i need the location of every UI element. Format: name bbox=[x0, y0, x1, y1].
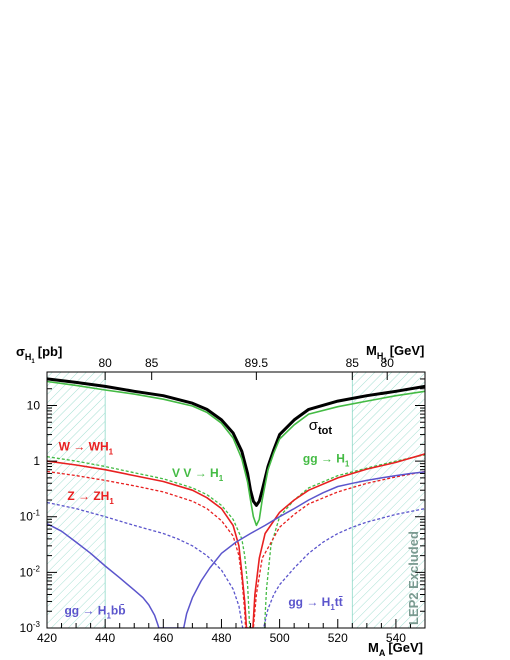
y-axis-title: σH1[pb] bbox=[16, 344, 62, 365]
excluded-region-1 bbox=[47, 372, 106, 628]
curve-label-tot: σtot bbox=[309, 417, 333, 437]
top-tick-label: 80 bbox=[381, 356, 395, 370]
curve-label-Z_ZH: Z → ZH1 bbox=[67, 489, 114, 506]
curve-VV_H bbox=[47, 454, 425, 628]
curve-labels: σtot gg → H1 V V → H1 W → WH1 Z → ZH1 gg → H1… bbox=[59, 417, 350, 620]
top-tick-label: 80 bbox=[98, 356, 112, 370]
x-tick-label: 460 bbox=[153, 631, 173, 645]
x-axis-ticks: 420 440 460 480 500 520 540 bbox=[37, 619, 426, 645]
top-axis-title: MH1[GeV] bbox=[366, 343, 424, 364]
curve-label-gg_Htt: gg → H1tt̄ bbox=[288, 595, 342, 612]
y-axis-ticks: 10 1 10-1 10-2 10-3 bbox=[20, 371, 425, 635]
curve-label-VV_H: V V → H1 bbox=[172, 466, 224, 483]
curve-Z_ZH bbox=[47, 470, 425, 628]
curve-label-gg_Hbb: gg → H1bb̄ bbox=[64, 603, 125, 620]
x-tick-label: 480 bbox=[211, 631, 231, 645]
top-tick-label: 85 bbox=[346, 356, 360, 370]
y-tick-label: 1 bbox=[33, 454, 40, 468]
x-tick-label: 420 bbox=[37, 631, 57, 645]
excluded-region-2 bbox=[351, 372, 425, 628]
top-tick-label: 89.5 bbox=[245, 356, 269, 370]
curve-label-W_WH: W → WH1 bbox=[59, 440, 114, 457]
curve-gg_Htt bbox=[47, 501, 425, 628]
y-tick-label: 10-2 bbox=[20, 564, 41, 579]
x-tick-label: 540 bbox=[386, 631, 406, 645]
curve-gg_Hbb bbox=[47, 471, 425, 628]
x-tick-label: 500 bbox=[270, 631, 290, 645]
y-tick-label: 10-3 bbox=[20, 620, 41, 635]
curve-label-gg_H: gg → H1 bbox=[303, 451, 350, 468]
x-tick-label: 520 bbox=[328, 631, 348, 645]
y-tick-label: 10 bbox=[27, 398, 41, 412]
curve-W_WH bbox=[47, 453, 425, 628]
x-axis-title: MA [GeV] bbox=[368, 640, 423, 658]
top-tick-label: 85 bbox=[145, 356, 159, 370]
x-tick-label: 440 bbox=[95, 631, 115, 645]
curve-tot bbox=[47, 377, 425, 507]
y-tick-label: 10-1 bbox=[20, 509, 41, 524]
top-axis-ticks: 80 85 89.5 85 80 bbox=[98, 356, 394, 380]
curves bbox=[47, 377, 425, 628]
curve-gg_H bbox=[47, 380, 425, 527]
lep2-excluded-label: LEP2 Excluded bbox=[406, 531, 421, 625]
excluded-regions bbox=[47, 372, 425, 628]
